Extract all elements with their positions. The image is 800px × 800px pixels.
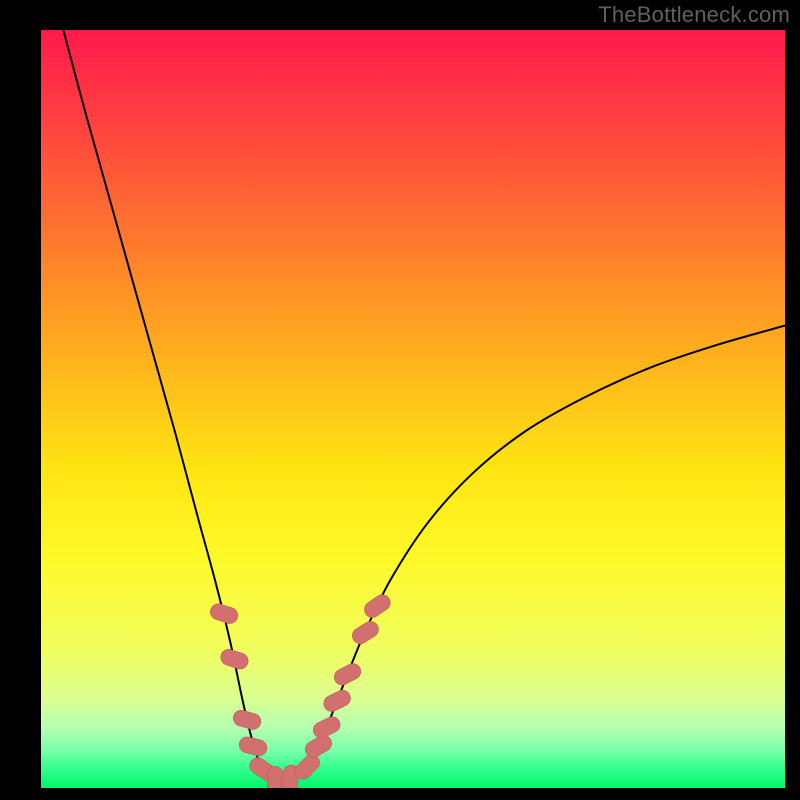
watermark-text: TheBottleneck.com [598, 2, 790, 28]
chart-stage: TheBottleneck.com [0, 0, 800, 800]
gradient-background [41, 30, 785, 788]
plot-area [41, 30, 785, 788]
bottleneck-chart-svg [41, 30, 785, 788]
